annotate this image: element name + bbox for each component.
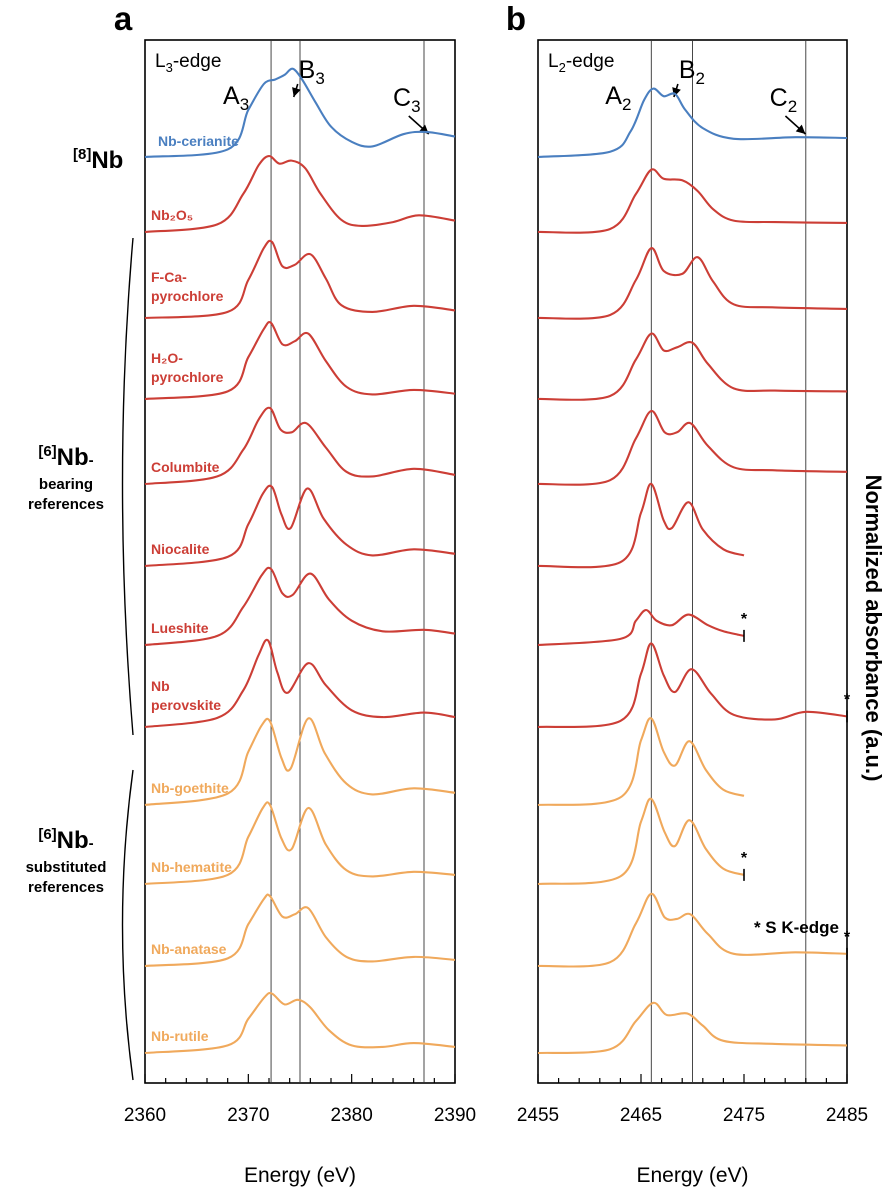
sample-label: F-Ca-pyrochlore (151, 269, 224, 304)
sample-label: H₂O-pyrochlore (151, 350, 224, 385)
sample-label: Nb-anatase (151, 941, 227, 957)
spectrum-l2-8 (537, 642, 848, 729)
x-tick-label: 2475 (723, 1105, 765, 1126)
spectrum-l2-3 (537, 247, 848, 320)
spectrum-l2-10 (537, 797, 745, 886)
x-tick-label: 2485 (826, 1105, 868, 1126)
spectrum-l2-6 (537, 482, 745, 569)
spectrum-l2-1 (537, 87, 848, 159)
sample-label: Nb-hematite (151, 859, 232, 875)
spectrum-l3-6 (144, 484, 456, 568)
asterisk-marker: * (741, 611, 748, 628)
spectrum-l3-1 (144, 67, 456, 159)
group-label-6nb-substituted: [6]Nb- (38, 826, 93, 854)
peak-label-c: C3 (393, 84, 421, 116)
x-tick-label: 2390 (434, 1105, 476, 1126)
peak-label-c: C2 (770, 84, 798, 116)
group-label-8nb: [8]Nb (73, 146, 123, 174)
x-tick-label: 2465 (620, 1105, 662, 1126)
peak-label-a: A3 (223, 82, 249, 114)
spectrum-l3-12 (144, 991, 456, 1055)
footnote: * S K-edge (754, 918, 839, 937)
sample-label: Niocalite (151, 541, 210, 557)
x-axis-label: Energy (eV) (636, 1164, 748, 1187)
group-label-6nb-bearing-sub: bearing (39, 476, 93, 493)
brace-substituted (121, 769, 134, 1081)
y-axis-label: Normalized absorbance (a.u.) (861, 475, 886, 782)
spectrum-l3-7 (144, 566, 456, 647)
panel-letter: b (506, 0, 526, 37)
arrow-head (795, 124, 806, 134)
sample-label: Nb-rutile (151, 1028, 209, 1044)
spectrum-l3-3 (144, 239, 456, 320)
group-label-6nb-substituted-sub: substituted (26, 859, 107, 876)
edge-label: L3-edge (155, 51, 221, 75)
peak-label-a: A2 (605, 82, 631, 114)
spectrum-l3-10 (144, 801, 456, 886)
edge-label: L2-edge (548, 51, 614, 75)
x-tick-label: 2360 (124, 1105, 166, 1126)
left-labels: [8]Nb [6]Nb-bearing references [6]Nb-substi… (26, 146, 134, 1081)
spectrum-l2-11 (537, 892, 848, 968)
spectrum-l2-2 (537, 168, 848, 234)
asterisk-marker: * (741, 850, 748, 867)
spectrum-l3-9 (144, 717, 456, 807)
spectrum-l2-5 (537, 409, 848, 486)
sample-label: Lueshite (151, 620, 209, 636)
x-tick-label: 2370 (227, 1105, 269, 1126)
group-label-6nb-substituted-sub: references (28, 879, 104, 896)
spectrum-l2-7 (537, 608, 745, 647)
spectrum-l2-12 (537, 1001, 848, 1055)
asterisk-marker: * (844, 691, 851, 708)
group-label-6nb-bearing-sub: references (28, 496, 104, 513)
sample-label: Columbite (151, 459, 220, 475)
peak-label-b: B2 (679, 56, 705, 88)
spectrum-l2-9 (537, 717, 745, 807)
asterisk-marker: * (844, 929, 851, 946)
x-tick-label: 2380 (331, 1105, 373, 1126)
spectrum-l3-11 (144, 893, 456, 968)
brace-bearing (121, 237, 134, 736)
panel-letter: a (114, 0, 133, 37)
spectrum-l3-2 (144, 154, 456, 234)
spectrum-l2-4 (537, 332, 848, 401)
spectrum-l3-4 (144, 321, 456, 401)
peak-label-b: B3 (299, 56, 325, 88)
sample-label: Nb perovskite (151, 678, 221, 713)
sample-label: Nb-goethite (151, 780, 229, 796)
panel-b: 2455 2465 2475 2485 Energy (eV) b L2-edge A2 B2 C… (506, 0, 868, 1187)
spectrum-l3-5 (144, 406, 456, 486)
x-tick-label: 2455 (517, 1105, 559, 1126)
x-axis-label: Energy (eV) (244, 1164, 356, 1187)
spectrum-l3-8 (144, 638, 456, 729)
arrow-head (292, 87, 301, 97)
sample-label: Nb₂O₅ (151, 207, 193, 223)
group-label-6nb-bearing: [6]Nb- (38, 443, 93, 471)
sample-label: Nb-cerianite (158, 133, 239, 149)
